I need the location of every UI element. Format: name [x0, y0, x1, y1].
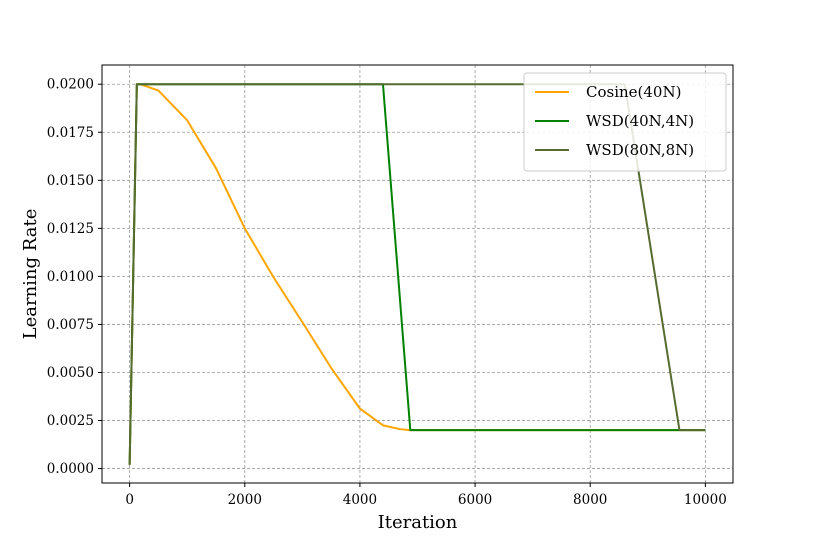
y-tick-label: 0.0000	[47, 461, 94, 477]
y-axis-label: Learning Rate	[20, 209, 41, 340]
x-axis-ticks: 0 2000 4000 6000 8000 10000	[125, 483, 727, 508]
y-tick-label: 0.0175	[47, 125, 94, 141]
series-line-1	[128, 83, 706, 465]
x-tick-label: 2000	[228, 492, 262, 508]
plot-frame	[101, 64, 734, 484]
legend-label: WSD(80N,8N)	[586, 141, 694, 159]
y-tick-label: 0.0100	[47, 269, 94, 285]
y-tick-label: 0.0025	[47, 413, 94, 429]
y-tick-label: 0.0075	[47, 317, 94, 333]
y-tick-label: 0.0200	[47, 77, 94, 93]
x-tick-label: 10000	[684, 492, 727, 508]
legend-label: WSD(40N,4N)	[586, 112, 694, 130]
y-tick-label: 0.0150	[47, 173, 94, 189]
y-tick-label: 0.0050	[47, 365, 94, 381]
x-tick-label: 0	[125, 492, 134, 508]
x-tick-label: 8000	[573, 492, 607, 508]
legend-box	[523, 72, 727, 172]
x-axis-label: Iteration	[378, 512, 458, 533]
legend: Cosine(40N) WSD(40N,4N) WSD(80N,8N)	[523, 72, 727, 172]
y-tick-label: 0.0125	[47, 221, 94, 237]
y-axis-ticks: 0.0000 0.0025 0.0050 0.0075 0.0100 0.0125 0.01…	[47, 77, 102, 477]
x-tick-label: 6000	[458, 492, 492, 508]
x-tick-label: 4000	[343, 492, 377, 508]
legend-label: Cosine(40N)	[586, 83, 681, 101]
